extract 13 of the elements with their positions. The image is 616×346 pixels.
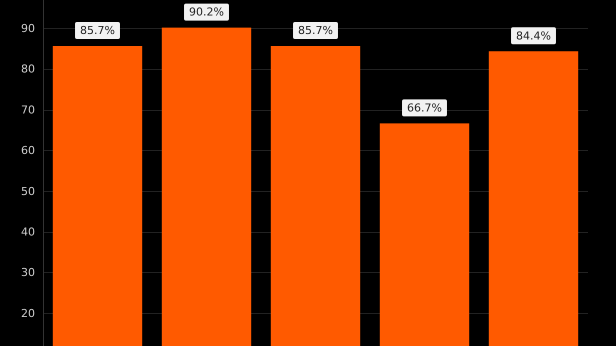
y-tick-label: 80 xyxy=(21,62,35,76)
data-label: 90.2% xyxy=(189,6,224,19)
data-label: 85.7% xyxy=(80,24,115,37)
y-tick-label: 60 xyxy=(21,144,35,158)
y-tick-label: 70 xyxy=(21,103,35,116)
y-tick-label: 20 xyxy=(21,306,35,320)
y-tick-label: 90 xyxy=(21,22,35,35)
data-label: 85.7% xyxy=(298,24,333,37)
y-tick-label: 30 xyxy=(21,266,35,280)
data-label: 84.4% xyxy=(516,29,551,42)
y-tick-label: 40 xyxy=(21,226,35,239)
y-tick-label: 50 xyxy=(21,184,35,198)
data-label: 66.7% xyxy=(407,101,442,114)
